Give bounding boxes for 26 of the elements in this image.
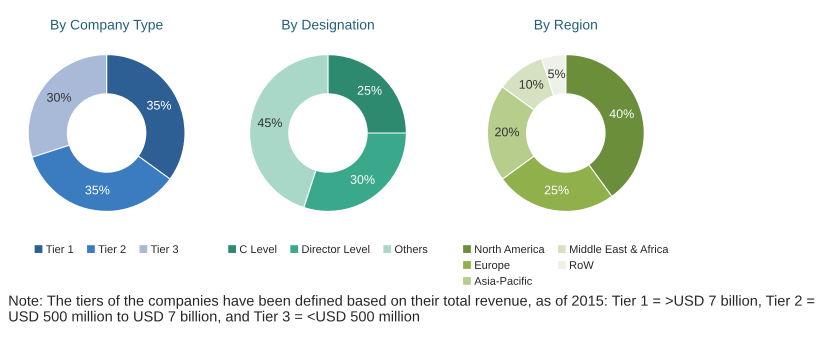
legend-label: North America xyxy=(475,244,545,254)
legend-label: Tier 1 xyxy=(46,244,74,254)
data-label: 5% xyxy=(548,69,566,78)
data-label: 10% xyxy=(520,80,544,89)
data-label: 35% xyxy=(146,100,172,110)
data-label: 30% xyxy=(350,175,375,184)
legend-label: Director Level xyxy=(302,244,370,254)
legend-label: Middle East & Africa xyxy=(570,244,668,254)
data-label: 45% xyxy=(258,118,282,128)
chart-title: By Region xyxy=(534,19,597,32)
data-label: 35% xyxy=(85,186,110,194)
data-label: 25% xyxy=(544,186,569,194)
legend-label: C Level xyxy=(240,244,276,254)
legend-label: Others xyxy=(394,244,428,254)
chart-title: By Company Type xyxy=(51,20,163,32)
data-label: 30% xyxy=(47,92,72,102)
data-label: 25% xyxy=(358,86,382,95)
chart-title: By Designation xyxy=(282,19,374,32)
data-label: 40% xyxy=(610,109,634,118)
data-label: 20% xyxy=(495,128,520,136)
legend-label: RoW xyxy=(570,261,594,269)
legend-label: Tier 2 xyxy=(98,244,126,254)
legend-label: Europe xyxy=(475,261,510,272)
legend-label: Tier 3 xyxy=(150,244,178,254)
text: Note: The tiers of the companies have been defined based on their total revenue, as of 2015: Tier 1 = >USD 7 billion, Tier 2 = USD 500 million to USD 7 billion, and Tier 3 = <USD 500 million xyxy=(9,295,814,324)
legend-label: Asia-Pacific xyxy=(474,276,532,285)
